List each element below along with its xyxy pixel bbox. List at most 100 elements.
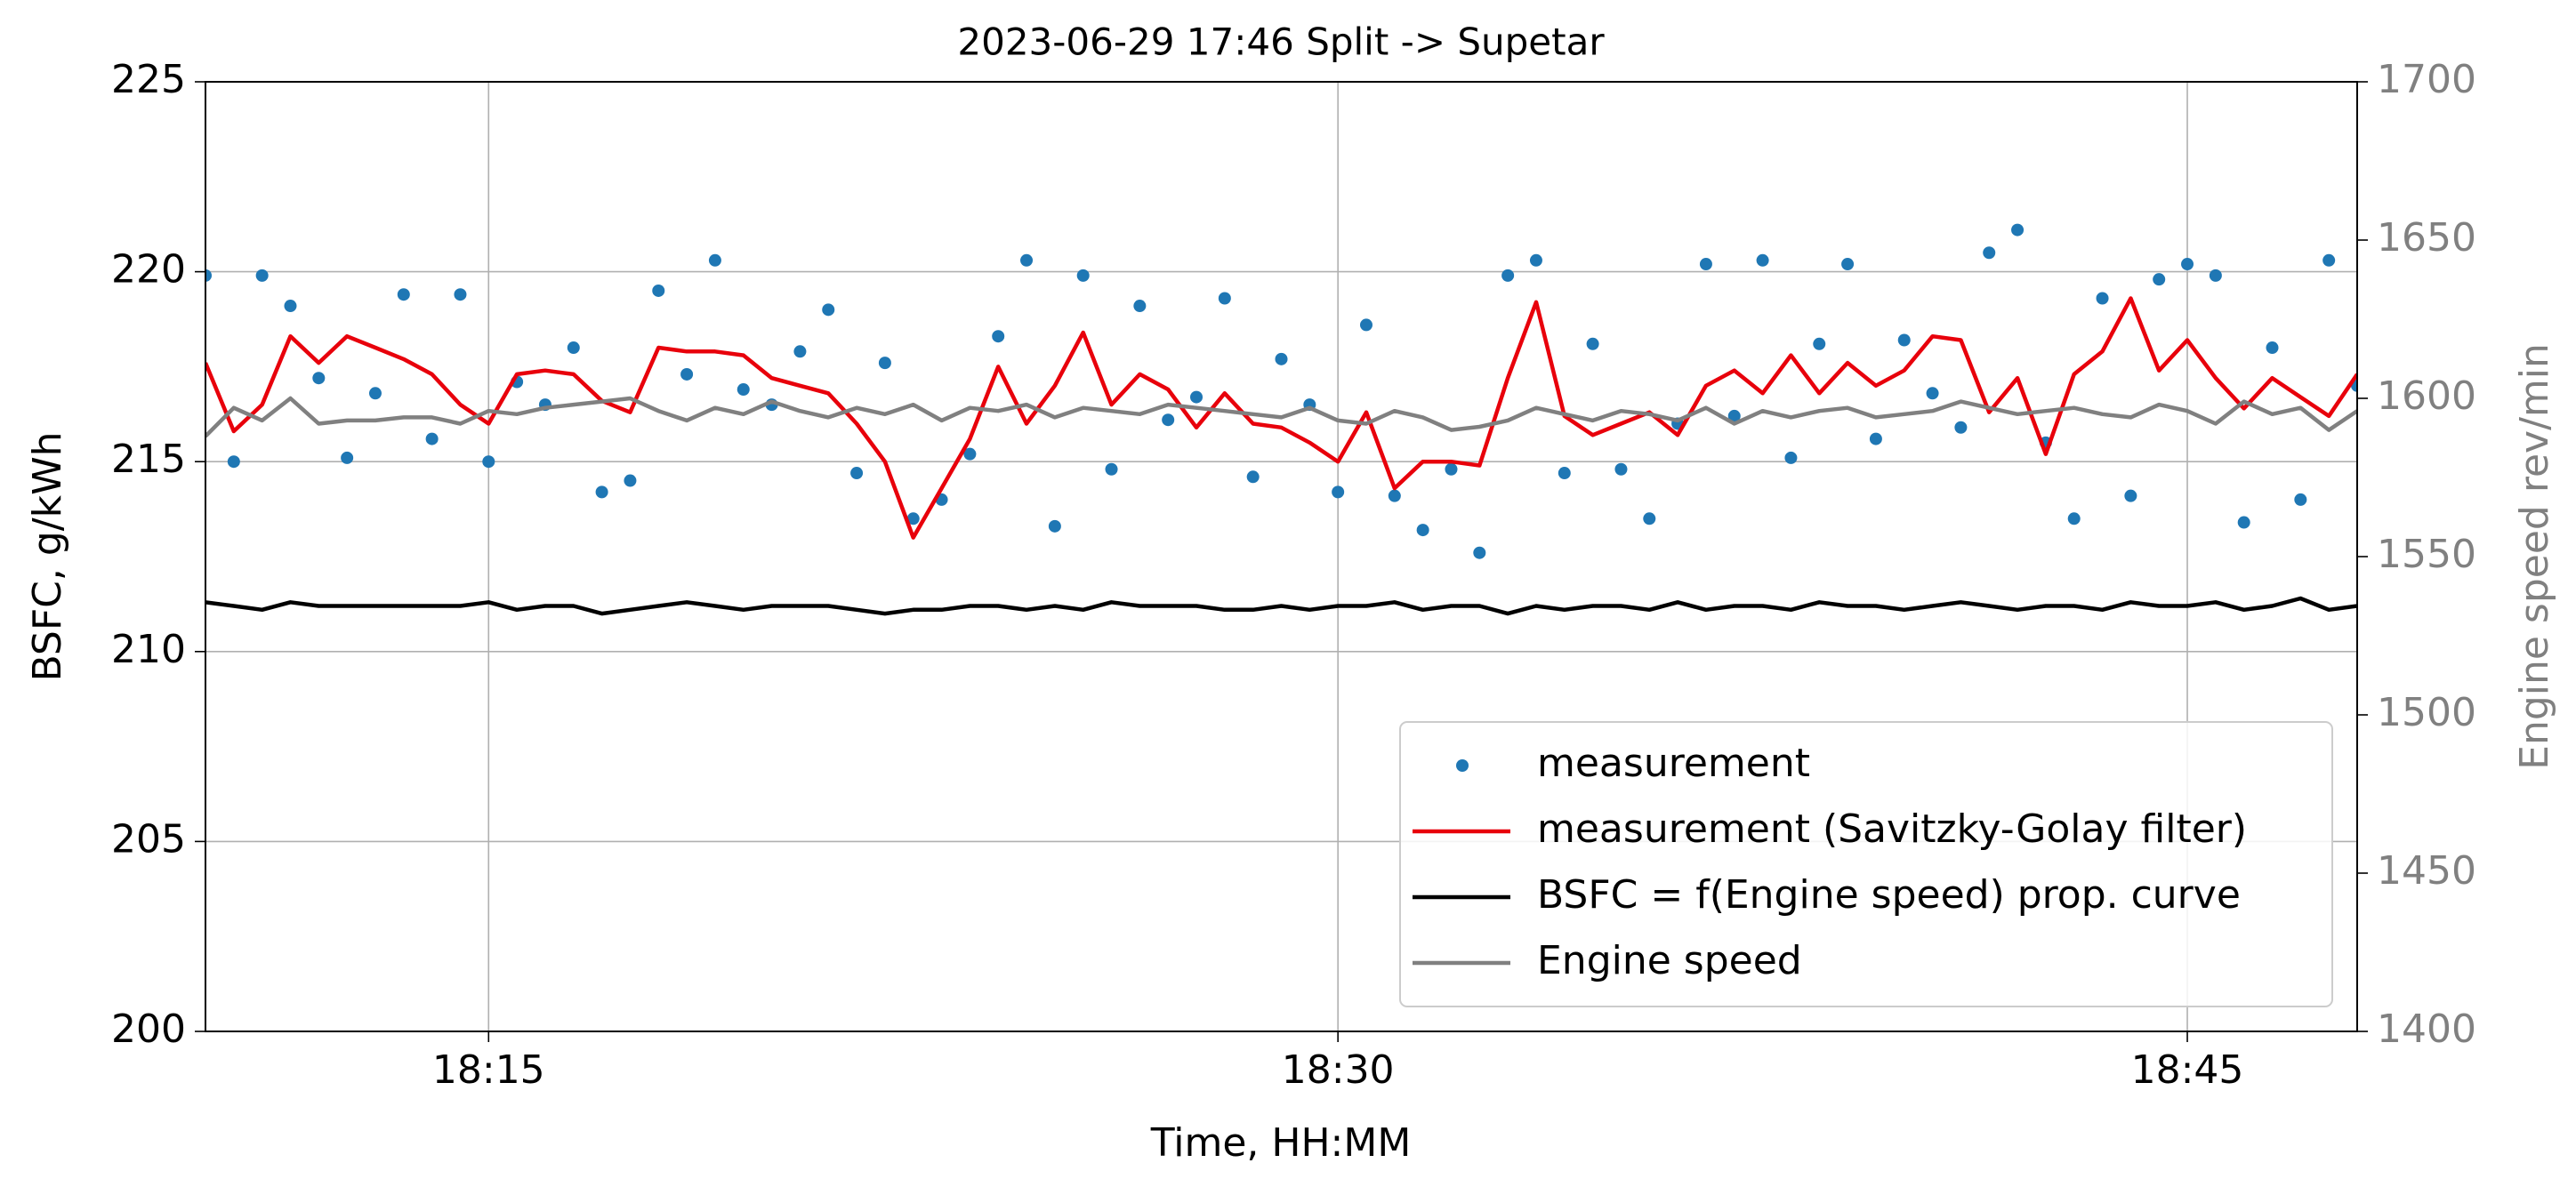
measurement-point: [2067, 512, 2081, 525]
measurement-point: [312, 372, 326, 385]
measurement-point: [1954, 421, 1968, 434]
measurement-point: [368, 387, 382, 400]
legend-label: measurement (Savitzky-Golay filter): [1537, 806, 2247, 852]
measurement-point: [454, 288, 467, 301]
y2-tick-label: 1450: [2377, 848, 2476, 894]
x-tick-label: 18:30: [1282, 1047, 1395, 1093]
measurement-point: [1558, 467, 1571, 480]
legend-label: measurement: [1537, 741, 1810, 786]
y-tick-label: 205: [111, 816, 186, 862]
measurement-point: [1020, 253, 1034, 267]
measurement-point: [1190, 390, 1203, 404]
measurement-point: [1813, 337, 1826, 350]
y-tick-label: 210: [111, 627, 186, 672]
measurement-point: [2011, 223, 2025, 237]
measurement-point: [680, 367, 694, 381]
measurement-point: [2237, 516, 2250, 529]
measurement-point: [595, 485, 608, 499]
measurement-point: [1445, 462, 1458, 476]
series-line: [205, 296, 2357, 540]
measurement-point: [2209, 269, 2222, 282]
measurement-point: [1246, 470, 1260, 484]
measurement-point: [1275, 352, 1288, 365]
measurement-point: [205, 269, 212, 282]
measurement-point: [850, 467, 864, 480]
measurement-point: [1841, 258, 1855, 271]
measurement-point: [1416, 524, 1429, 537]
measurement-point: [1643, 512, 1656, 525]
y-tick-label: 225: [111, 57, 186, 102]
measurement-point: [2294, 493, 2307, 506]
measurement-point: [2153, 273, 2166, 286]
measurement-point: [1105, 462, 1118, 476]
series-line: [205, 596, 2357, 616]
y2-tick-label: 1550: [2377, 532, 2476, 577]
measurement-point: [1727, 409, 1741, 422]
y2-tick-label: 1700: [2377, 57, 2476, 102]
measurement-point: [822, 303, 835, 317]
legend-label: Engine speed: [1537, 938, 1802, 983]
measurement-point: [227, 455, 240, 469]
measurement-point: [2181, 258, 2194, 271]
measurement-point: [906, 512, 920, 525]
measurement-point: [1359, 318, 1373, 332]
measurement-point: [624, 474, 637, 487]
measurement-point: [1501, 269, 1515, 282]
measurement-point: [425, 432, 439, 445]
measurement-point: [878, 357, 891, 370]
legend-label: BSFC = f(Engine speed) prop. curve: [1537, 872, 2241, 918]
measurement-point: [2322, 253, 2336, 267]
x-tick-label: 18:45: [2131, 1047, 2244, 1093]
measurement-point: [1897, 333, 1911, 347]
measurement-point: [1756, 253, 1769, 267]
y-tick-label: 220: [111, 247, 186, 293]
measurement-point: [1218, 292, 1231, 305]
measurement-point: [1699, 258, 1712, 271]
measurement-point: [1614, 462, 1628, 476]
measurement-point: [1983, 246, 1996, 260]
measurement-point: [567, 341, 580, 355]
measurement-point: [1076, 269, 1090, 282]
measurement-point: [1473, 546, 1486, 559]
y2-tick-label: 1500: [2377, 690, 2476, 735]
x-axis-label: Time, HH:MM: [1150, 1120, 1412, 1166]
measurement-point: [708, 253, 721, 267]
measurement-point: [793, 345, 807, 358]
measurement-point: [1529, 253, 1542, 267]
measurement-point: [1586, 337, 1599, 350]
measurement-point: [1784, 451, 1798, 464]
y2-tick-label: 1600: [2377, 373, 2476, 419]
measurement-point: [963, 447, 977, 461]
x-tick-label: 18:15: [432, 1047, 545, 1093]
legend-marker: [1456, 759, 1469, 772]
y2-tick-label: 1650: [2377, 215, 2476, 261]
measurement-point: [341, 451, 354, 464]
measurement-point: [1162, 413, 1175, 427]
y-axis-label: BSFC, g/kWh: [25, 432, 70, 682]
y2-axis-label: Engine speed rev/min: [2512, 343, 2557, 770]
measurement-point: [1332, 485, 1345, 499]
measurement-point: [1388, 489, 1401, 502]
y-tick-label: 215: [111, 437, 186, 482]
y-tick-label: 200: [111, 1007, 186, 1052]
measurement-point: [2096, 292, 2109, 305]
measurement-point: [482, 455, 495, 469]
measurement-point: [397, 288, 410, 301]
measurement-point: [1048, 519, 1061, 533]
measurement-point: [652, 284, 665, 297]
y2-tick-label: 1400: [2377, 1007, 2476, 1052]
series-line: [205, 396, 2357, 438]
measurement-point: [284, 300, 297, 313]
measurement-point: [2266, 341, 2279, 355]
measurement-point: [992, 330, 1005, 343]
chart-title: 2023-06-29 17:46 Split -> Supetar: [957, 20, 1605, 64]
measurement-point: [737, 383, 750, 397]
measurement-point: [1133, 300, 1147, 313]
legend-box: [1399, 721, 2333, 1007]
measurement-point: [255, 269, 269, 282]
plot-frame: [205, 81, 2358, 1032]
measurement-point: [1926, 387, 1939, 400]
measurement-point: [1869, 432, 1882, 445]
